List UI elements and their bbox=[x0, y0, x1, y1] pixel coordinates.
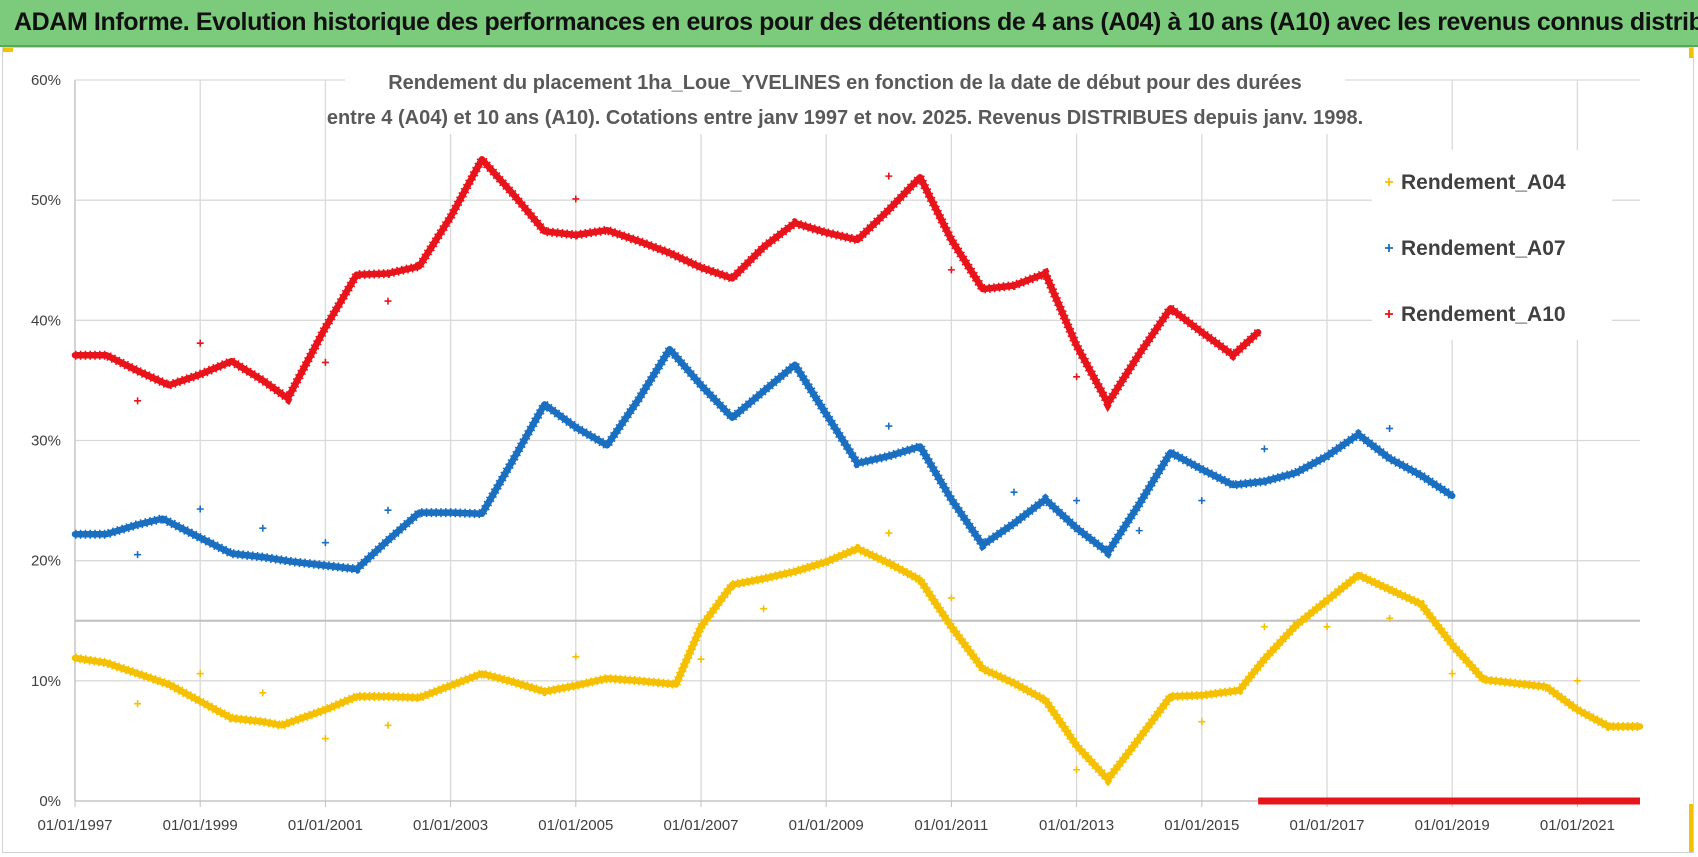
series-markers-Rendement_A10 bbox=[75, 151, 1262, 413]
chart-title-line-1: Rendement du placement 1ha_Loue_YVELINES… bbox=[388, 72, 1302, 94]
outlier-point bbox=[384, 506, 392, 514]
outlier-point bbox=[259, 689, 267, 697]
x-tick-label: 01/01/2001 bbox=[288, 817, 363, 834]
x-tick-label: 01/01/2013 bbox=[1039, 817, 1114, 834]
outlier-point bbox=[885, 172, 893, 180]
series-line-Rendement_A10 bbox=[71, 156, 1262, 407]
outlier-point bbox=[196, 339, 204, 347]
outlier-point bbox=[1260, 445, 1268, 453]
chart-title-background bbox=[345, 64, 1345, 134]
outlier-point bbox=[1198, 497, 1206, 505]
series-line-Rendement_A04 bbox=[71, 545, 1644, 783]
x-tick-label: 01/01/2009 bbox=[789, 817, 864, 834]
outlier-point bbox=[1448, 670, 1456, 678]
outlier-point bbox=[1198, 718, 1206, 726]
y-tick-label: 0% bbox=[39, 793, 61, 810]
outlier-point bbox=[1386, 424, 1394, 432]
outlier-point bbox=[1323, 623, 1331, 631]
outlier-point bbox=[134, 551, 142, 559]
chart-frame bbox=[2, 47, 1694, 853]
outlier-point bbox=[321, 735, 329, 743]
legend-background bbox=[1372, 150, 1612, 340]
series-Rendement_A07 bbox=[71, 341, 1456, 574]
x-tick-label: 01/01/2007 bbox=[663, 817, 738, 834]
outlier-point bbox=[1073, 373, 1081, 381]
x-tick-label: 01/01/1997 bbox=[37, 817, 112, 834]
outlier-point bbox=[572, 653, 580, 661]
series-Rendement_A04 bbox=[71, 529, 1644, 787]
legend-label: Rendement_A07 bbox=[1401, 237, 1566, 260]
outlier-point bbox=[1073, 497, 1081, 505]
y-tick-label: 40% bbox=[31, 312, 61, 329]
outlier-point bbox=[134, 700, 142, 708]
corner-mark-top-left bbox=[3, 48, 13, 52]
outlier-point bbox=[1010, 488, 1018, 496]
y-tick-label: 30% bbox=[31, 433, 61, 450]
x-tick-label: 01/01/1999 bbox=[163, 817, 238, 834]
x-tick-label: 01/01/2019 bbox=[1415, 817, 1490, 834]
y-tick-label: 60% bbox=[31, 72, 61, 89]
outlier-point bbox=[697, 655, 705, 663]
outlier-point bbox=[384, 297, 392, 305]
outlier-point bbox=[196, 670, 204, 678]
legend-label: Rendement_A04 bbox=[1401, 171, 1566, 194]
series-line-Rendement_A07 bbox=[71, 345, 1456, 573]
header-title: ADAM Informe. Evolution historique des p… bbox=[14, 8, 1698, 36]
outlier-point bbox=[885, 529, 893, 537]
x-tick-label: 01/01/2003 bbox=[413, 817, 488, 834]
series bbox=[71, 151, 1644, 805]
corner-mark-bottom-right bbox=[1689, 804, 1693, 852]
outlier-point bbox=[1260, 623, 1268, 631]
x-tick-label: 01/01/2005 bbox=[538, 817, 613, 834]
corner-mark-top-right bbox=[1689, 48, 1693, 58]
legend-marker bbox=[1385, 244, 1393, 252]
header-bar: ADAM Informe. Evolution historique des p… bbox=[0, 0, 1698, 47]
x-tick-label: 01/01/2021 bbox=[1540, 817, 1615, 834]
outlier-point bbox=[1386, 614, 1394, 622]
legend: Rendement_A04 Rendement_A07 Rendement_A10 bbox=[1372, 150, 1612, 340]
series-markers-Rendement_A07 bbox=[75, 341, 1455, 574]
outlier-point bbox=[1135, 527, 1143, 535]
chart-title-line-2: entre 4 (A04) et 10 ans (A10). Cotations… bbox=[327, 107, 1363, 129]
y-tick-label: 50% bbox=[31, 192, 61, 209]
outlier-point bbox=[947, 594, 955, 602]
x-tick-label: 01/01/2015 bbox=[1164, 817, 1239, 834]
outlier-point bbox=[259, 524, 267, 532]
outlier-point bbox=[321, 358, 329, 366]
x-tick-label: 01/01/2011 bbox=[914, 817, 988, 834]
outlier-point bbox=[572, 195, 580, 203]
series-Rendement_A10 bbox=[71, 151, 1640, 805]
outlier-point bbox=[947, 266, 955, 274]
outlier-point bbox=[1073, 766, 1081, 774]
outlier-point bbox=[384, 721, 392, 729]
y-tick-label: 20% bbox=[31, 553, 61, 570]
outlier-point bbox=[1573, 677, 1581, 685]
outlier-point bbox=[196, 505, 204, 513]
outlier-point bbox=[321, 539, 329, 547]
series-markers-Rendement_A04 bbox=[74, 543, 1640, 787]
outlier-point bbox=[134, 397, 142, 405]
legend-label: Rendement_A10 bbox=[1401, 303, 1566, 326]
outlier-point bbox=[885, 422, 893, 430]
legend-marker bbox=[1385, 310, 1393, 318]
x-tick-label: 01/01/2017 bbox=[1289, 817, 1364, 834]
outlier-point bbox=[760, 605, 768, 613]
y-tick-label: 10% bbox=[31, 673, 61, 690]
legend-marker bbox=[1385, 178, 1393, 186]
